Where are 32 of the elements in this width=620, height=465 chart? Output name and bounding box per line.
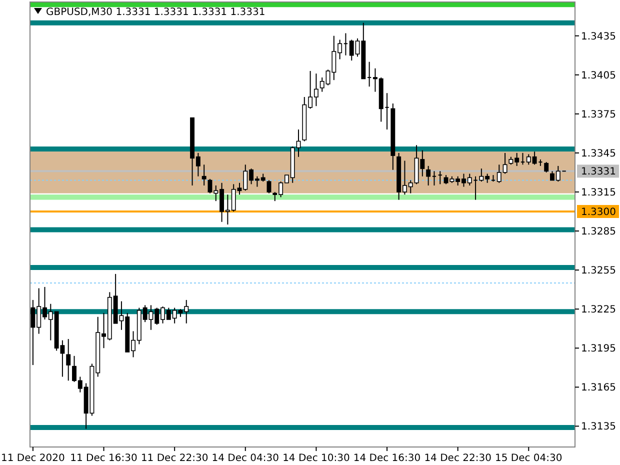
y-tick-label: 1.3285 [581, 226, 616, 238]
candlestick [66, 338, 71, 382]
candlestick [343, 32, 348, 56]
candlestick [202, 164, 206, 186]
candlestick [438, 170, 442, 185]
y-tick-label: 1.3135 [581, 422, 616, 433]
x-tick-label: 14 Dec 10:30 [282, 453, 350, 464]
ref-line-label: 1.3300 [581, 206, 616, 218]
ref-line-label: 1.3331 [581, 166, 616, 178]
candlestick [544, 162, 549, 173]
candlestick [366, 61, 372, 88]
y-tick-label: 1.3375 [581, 109, 616, 120]
y-tick-label: 1.3405 [581, 70, 616, 82]
y-tick-label: 1.3255 [581, 266, 616, 277]
x-tick-label: 14 Dec 22:30 [424, 453, 492, 464]
x-tick-label: 11 Dec 16:30 [70, 453, 138, 464]
y-tick-label: 1.3195 [581, 344, 616, 355]
candlestick [266, 180, 272, 194]
x-tick-label: 11 Dec 22:30 [140, 453, 208, 464]
x-tick-label: 15 Dec 04:30 [495, 453, 562, 464]
y-tick-label: 1.3435 [581, 31, 616, 42]
candlestick [432, 170, 437, 186]
text: GBPUSD,M30 1.3331 1.3331 1.3331 1.3331 [46, 7, 266, 18]
candlestick [520, 152, 526, 166]
y-tick-label: 1.3225 [581, 304, 616, 316]
y-tick-label: 1.3345 [581, 148, 616, 160]
x-tick-label: 11 Dec 2020 [1, 453, 65, 464]
x-tick-label: 14 Dec 16:30 [353, 453, 421, 464]
y-tick-label: 1.3315 [581, 187, 616, 198]
y-tick-label: 1.3165 [581, 382, 616, 394]
candlestick [426, 165, 431, 186]
x-tick-label: 14 Dec 04:30 [212, 453, 280, 464]
